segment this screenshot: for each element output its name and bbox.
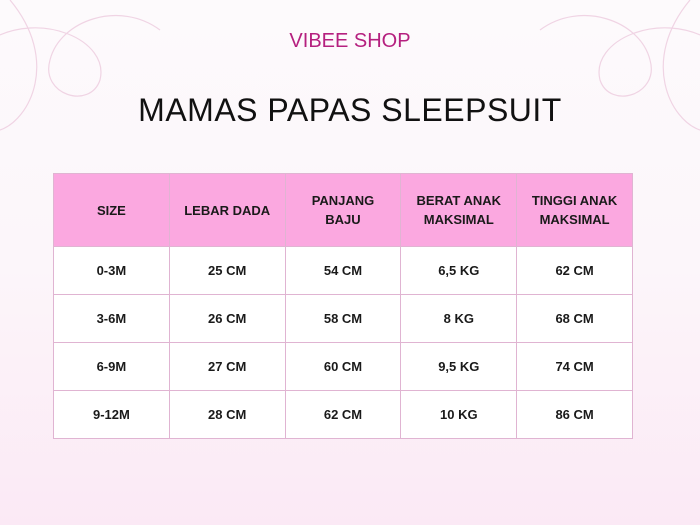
table-cell: 54 CM bbox=[284, 246, 402, 295]
shop-name: VIBEE SHOP bbox=[289, 30, 411, 52]
table-cell: 74 CM bbox=[516, 342, 633, 391]
table-cell: 8 KG bbox=[400, 294, 518, 343]
table-cell: 27 CM bbox=[168, 342, 286, 391]
table-cell: 62 CM bbox=[516, 246, 633, 295]
column-header: TINGGI ANAK MAKSIMAL bbox=[516, 173, 633, 247]
table-cell: 68 CM bbox=[516, 294, 633, 343]
table-cell: 0-3M bbox=[53, 246, 170, 295]
table-row: 3-6M 26 CM 58 CM 8 KG 68 CM bbox=[53, 294, 633, 343]
column-header: BERAT ANAK MAKSIMAL bbox=[400, 173, 518, 247]
table-cell: 60 CM bbox=[284, 342, 402, 391]
table-row: 6-9M 27 CM 60 CM 9,5 KG 74 CM bbox=[53, 342, 633, 391]
table-cell: 62 CM bbox=[284, 390, 402, 439]
column-header: LEBAR DADA bbox=[168, 173, 286, 247]
table-row: 0-3M 25 CM 54 CM 6,5 KG 62 CM bbox=[53, 246, 633, 295]
table-cell: 6-9M bbox=[53, 342, 170, 391]
table-cell: 25 CM bbox=[168, 246, 286, 295]
table-cell: 86 CM bbox=[516, 390, 633, 439]
table-header-row: SIZE LEBAR DADA PANJANG BAJU BERAT ANAK MAK… bbox=[53, 173, 633, 247]
table-row: 9-12M 28 CM 62 CM 10 KG 86 CM bbox=[53, 390, 633, 439]
table-cell: 10 KG bbox=[400, 390, 518, 439]
table-cell: 9-12M bbox=[53, 390, 170, 439]
column-header: SIZE bbox=[53, 173, 170, 247]
table-cell: 3-6M bbox=[53, 294, 170, 343]
table-cell: 58 CM bbox=[284, 294, 402, 343]
table-cell: 6,5 KG bbox=[400, 246, 518, 295]
size-chart-table: SIZE LEBAR DADA PANJANG BAJU BERAT ANAK MAK… bbox=[53, 173, 633, 439]
page-title: MAMAS PAPAS SLEEPSUIT bbox=[138, 92, 562, 128]
table-cell: 28 CM bbox=[168, 390, 286, 439]
table-cell: 9,5 KG bbox=[400, 342, 518, 391]
table-cell: 26 CM bbox=[168, 294, 286, 343]
column-header: PANJANG BAJU bbox=[284, 173, 402, 247]
